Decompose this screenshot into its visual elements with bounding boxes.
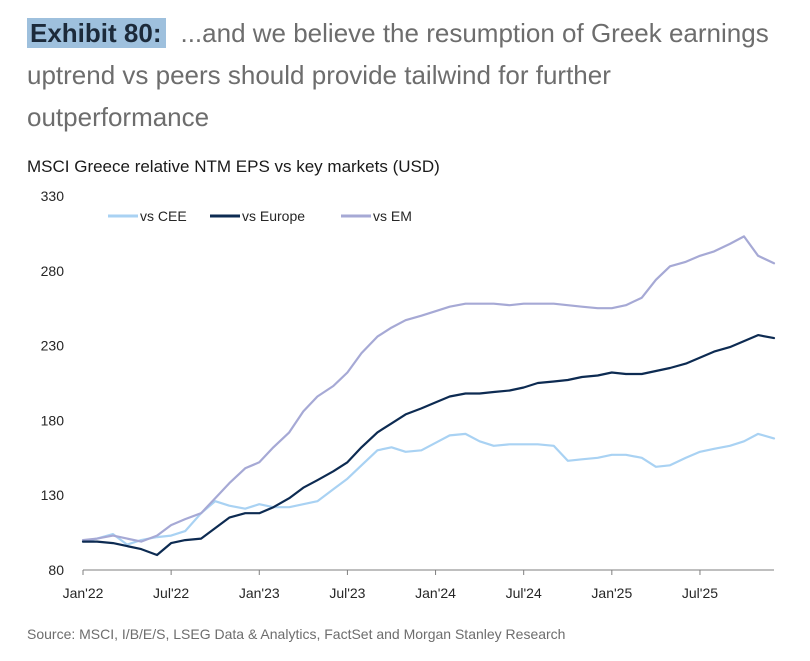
x-tick-label: Jan'22: [63, 585, 104, 601]
legend-label: vs Europe: [242, 208, 305, 224]
y-tick-label: 230: [41, 338, 65, 354]
y-tick-label: 330: [41, 188, 65, 204]
series-line-vs-cee: [81, 432, 776, 546]
chart-plot-area: [81, 235, 776, 557]
chart-axes: 80 130 180 230 280 330 Jan'22 Jul'22 Jan'23 Jul'2…: [41, 188, 774, 601]
chart-title: MSCI Greece relative NTM EPS vs key mark…: [27, 157, 440, 176]
exhibit-title: ...and we believe the resumption of Gree…: [27, 18, 769, 132]
x-tick-label: Jul'23: [329, 585, 365, 601]
exhibit-label: Exhibit 80:: [27, 18, 167, 48]
x-tick-label: Jul'24: [506, 585, 542, 601]
legend-label: vs EM: [373, 208, 412, 224]
x-tick-label: Jan'25: [591, 585, 632, 601]
y-tick-label: 130: [41, 487, 65, 503]
chart-legend: vs CEE vs Europe vs EM: [108, 208, 412, 224]
x-tick-label: Jan'23: [239, 585, 280, 601]
exhibit-headline: Exhibit 80: ...and we believe the resumpt…: [27, 12, 797, 138]
y-tick-label: 280: [41, 263, 65, 279]
series-line-vs-europe: [81, 334, 776, 557]
y-tick-label: 180: [41, 412, 65, 428]
series-line-vs-em: [81, 235, 776, 543]
x-tick-label: Jul'25: [682, 585, 718, 601]
source-note: Source: MSCI, I/B/E/S, LSEG Data & Analy…: [27, 626, 566, 642]
x-tick-label: Jul'22: [153, 585, 189, 601]
x-tick-label: Jan'24: [415, 585, 456, 601]
y-tick-label: 80: [48, 562, 64, 578]
legend-label: vs CEE: [140, 208, 187, 224]
